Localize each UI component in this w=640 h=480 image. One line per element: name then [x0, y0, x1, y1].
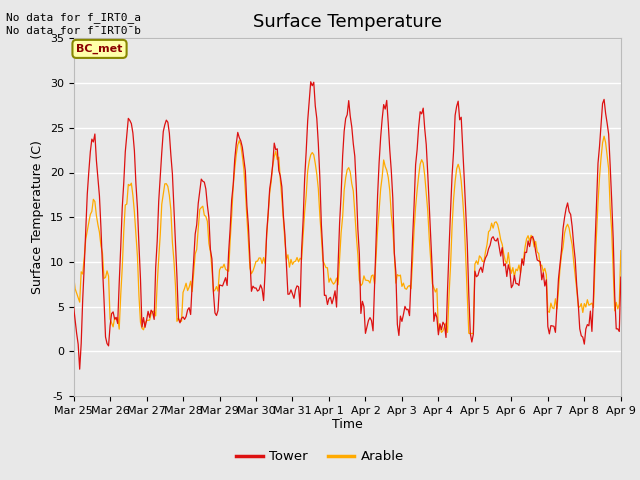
Title: Surface Temperature: Surface Temperature — [253, 13, 442, 31]
Legend: Tower, Arable: Tower, Arable — [231, 445, 409, 468]
Text: No data for f¯IRT0¯b: No data for f¯IRT0¯b — [6, 26, 141, 36]
Text: BC_met: BC_met — [76, 44, 123, 54]
Text: No data for f_IRT0_a: No data for f_IRT0_a — [6, 12, 141, 23]
X-axis label: Time: Time — [332, 419, 363, 432]
Y-axis label: Surface Temperature (C): Surface Temperature (C) — [31, 140, 44, 294]
